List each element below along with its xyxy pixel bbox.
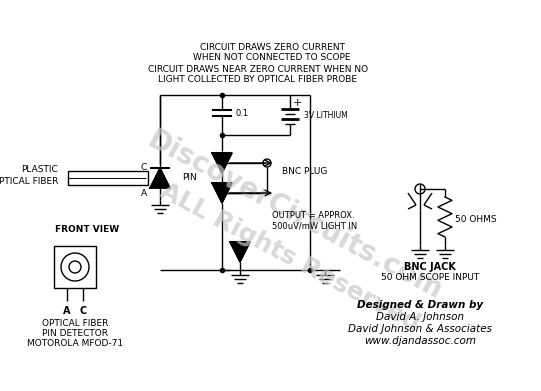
Text: 0.1: 0.1 (236, 108, 249, 118)
Text: +: + (293, 98, 302, 108)
Circle shape (61, 253, 89, 281)
Text: OPTICAL FIBER: OPTICAL FIBER (0, 176, 58, 185)
Text: C: C (80, 306, 87, 316)
Text: David A. Johnson: David A. Johnson (376, 312, 464, 322)
Text: www.djandassoc.com: www.djandassoc.com (364, 336, 476, 346)
Polygon shape (212, 153, 232, 173)
Text: ALL Rights Reserved: ALL Rights Reserved (156, 179, 424, 337)
Text: WHEN NOT CONNECTED TO SCOPE: WHEN NOT CONNECTED TO SCOPE (193, 52, 351, 61)
Text: PIN DETECTOR: PIN DETECTOR (42, 328, 108, 337)
Text: A: A (141, 190, 147, 199)
Text: PIN: PIN (182, 174, 197, 183)
Text: OUTPUT = APPROX.: OUTPUT = APPROX. (272, 210, 354, 219)
Bar (54, 246, 96, 288)
Polygon shape (230, 242, 250, 262)
Circle shape (415, 184, 425, 194)
Circle shape (69, 261, 81, 273)
Polygon shape (212, 183, 232, 203)
Text: 500uV/mW LIGHT IN: 500uV/mW LIGHT IN (272, 221, 357, 231)
Text: FRONT VIEW: FRONT VIEW (55, 226, 119, 235)
Text: 50 OHM SCOPE INPUT: 50 OHM SCOPE INPUT (381, 273, 479, 283)
Text: LIGHT COLLECTED BY OPTICAL FIBER PROBE: LIGHT COLLECTED BY OPTICAL FIBER PROBE (159, 75, 358, 84)
Text: 3V LITHIUM: 3V LITHIUM (304, 111, 348, 120)
Circle shape (263, 159, 271, 167)
Text: BNC PLUG: BNC PLUG (282, 167, 327, 176)
Text: Designed & Drawn by: Designed & Drawn by (357, 300, 483, 310)
Text: DiscoverCircuits.com: DiscoverCircuits.com (143, 125, 447, 305)
Text: BNC JACK: BNC JACK (404, 262, 456, 272)
Bar (68, 171, 148, 185)
Polygon shape (150, 168, 170, 188)
Text: David Johnson & Associates: David Johnson & Associates (348, 324, 492, 334)
Text: PLASTIC: PLASTIC (21, 165, 58, 174)
Text: C: C (141, 163, 147, 172)
Text: OPTICAL FIBER: OPTICAL FIBER (42, 319, 108, 328)
Text: MOTOROLA MFOD-71: MOTOROLA MFOD-71 (27, 339, 123, 348)
Text: CIRCUIT DRAWS ZERO CURRENT: CIRCUIT DRAWS ZERO CURRENT (200, 43, 345, 52)
Text: CIRCUIT DRAWS NEAR ZERO CURRENT WHEN NO: CIRCUIT DRAWS NEAR ZERO CURRENT WHEN NO (148, 66, 368, 75)
Text: 50 OHMS: 50 OHMS (455, 215, 497, 224)
Text: A: A (63, 306, 71, 316)
